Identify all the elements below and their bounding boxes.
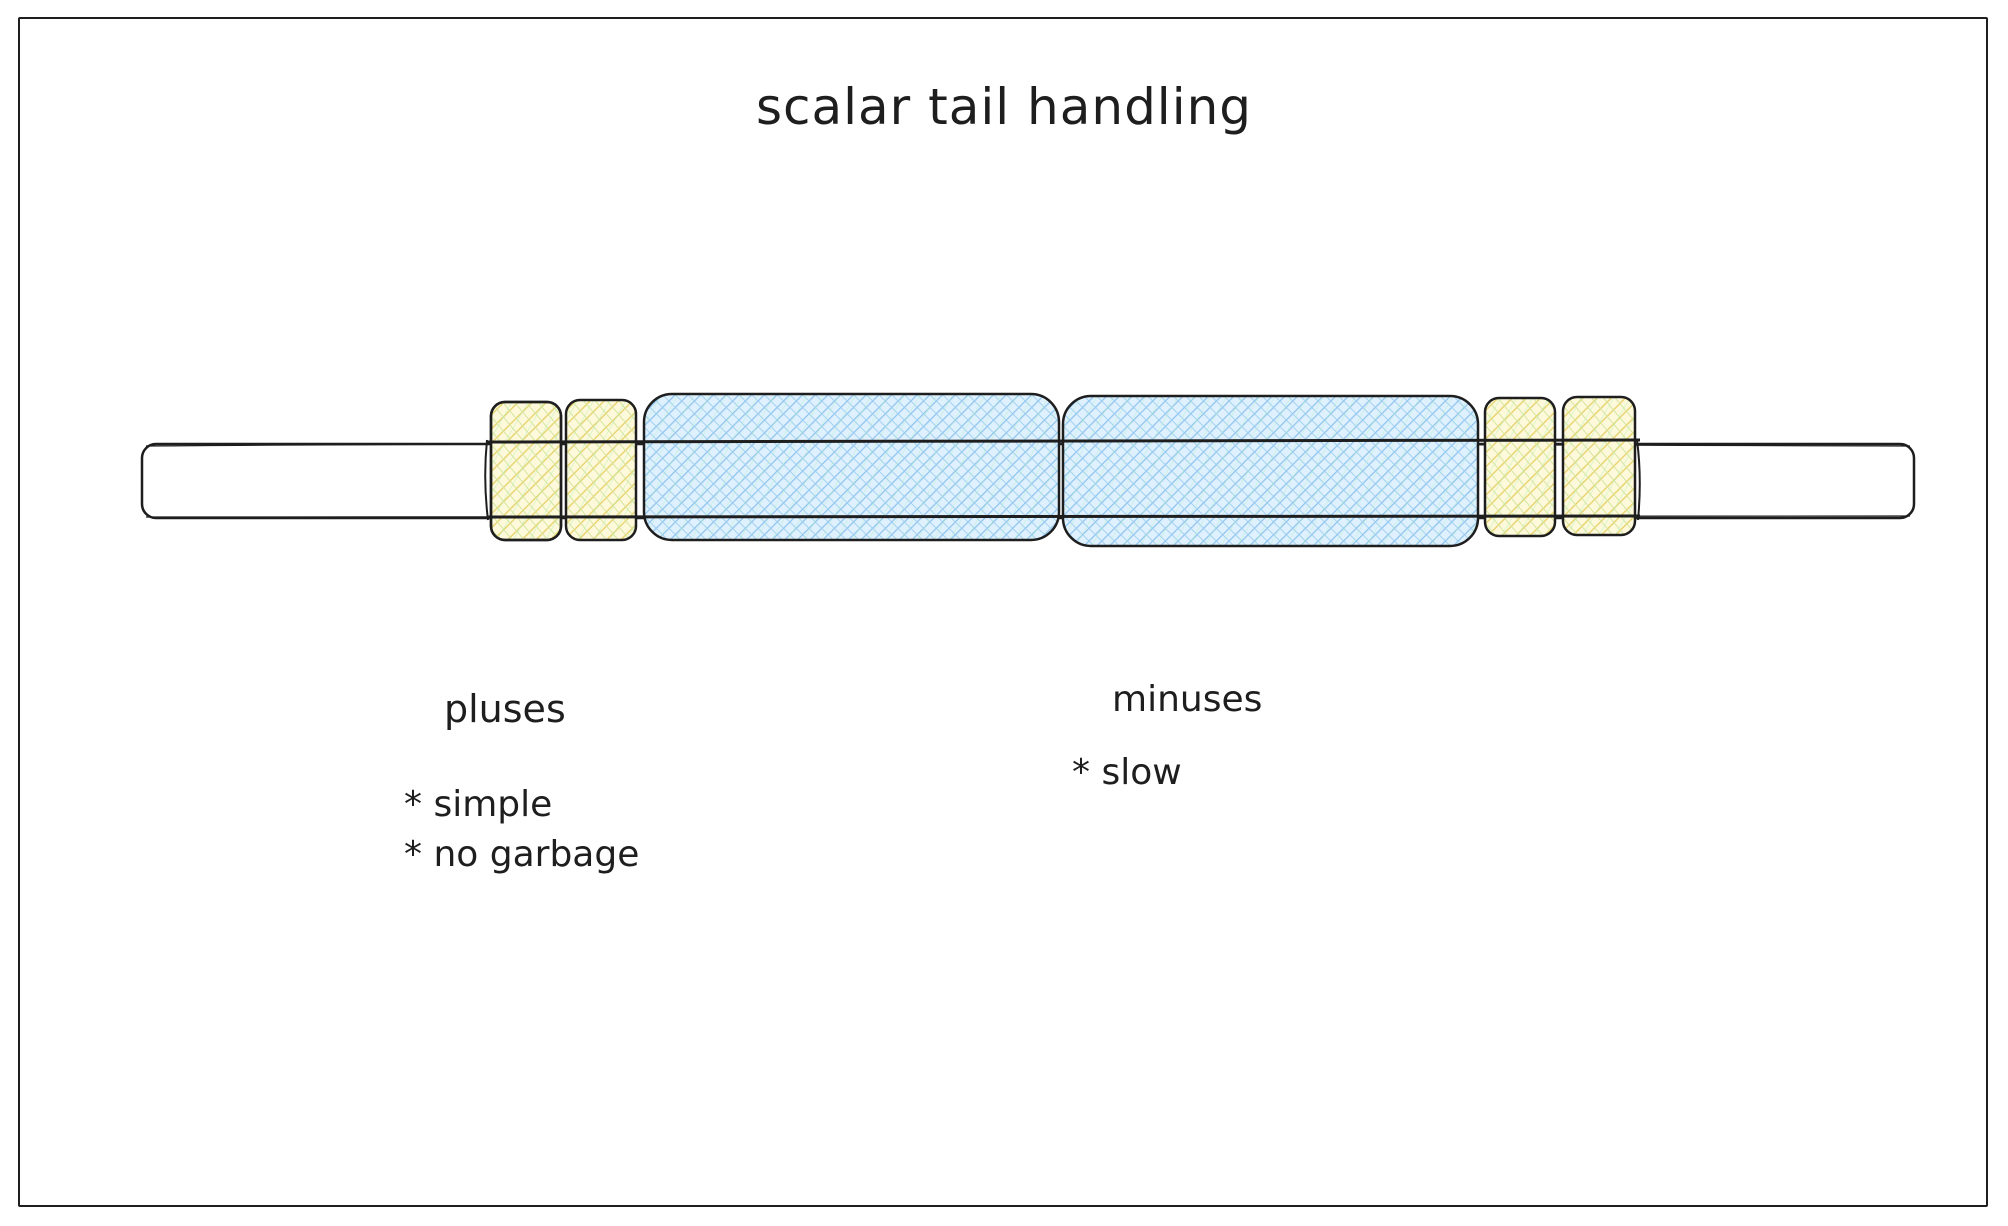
pluses-list: * simple * no garbage bbox=[404, 780, 639, 880]
vector-block-1 bbox=[642, 392, 1061, 542]
scalar-block-4 bbox=[1561, 395, 1637, 537]
page-title: scalar tail handling bbox=[755, 78, 1253, 136]
scalar-block-1 bbox=[489, 400, 563, 542]
minuses-list: * slow bbox=[1072, 748, 1182, 798]
list-item: * slow bbox=[1072, 752, 1182, 793]
scalar-block-2 bbox=[564, 398, 638, 542]
canvas-frame bbox=[18, 17, 1988, 1207]
minuses-heading: minuses bbox=[1112, 679, 1263, 720]
scalar-block-3 bbox=[1483, 396, 1557, 538]
list-item: * simple bbox=[404, 784, 553, 825]
vector-block-2 bbox=[1061, 394, 1480, 548]
list-item: * no garbage bbox=[404, 834, 640, 875]
bar-edge-lines bbox=[484, 438, 1641, 521]
pluses-heading: pluses bbox=[444, 687, 566, 731]
